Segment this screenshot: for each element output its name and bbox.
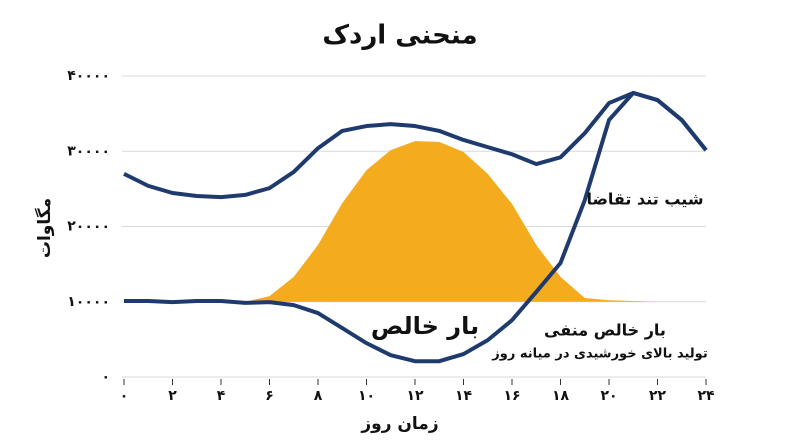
plot [123, 90, 708, 364]
x-axis-label: زمان روز [360, 414, 438, 434]
x-tick-label: ۱۸ [552, 388, 570, 404]
line [123, 90, 708, 200]
x-tick-label: ۰ [120, 388, 129, 404]
x-tick-label: ۲ [168, 388, 177, 404]
line [124, 90, 708, 364]
annotations: شیب تند تقاضا بار خالص بار خالص منفی تول… [371, 190, 708, 362]
x-tick-label: ۲۴ [697, 388, 715, 404]
y-axis-label: مگاوات [34, 198, 55, 258]
x-tick-label: ۸ [314, 388, 323, 404]
y-tick-label: ۰ [101, 369, 110, 385]
annotation: شیب تند تقاضا [586, 190, 703, 209]
area [245, 141, 706, 302]
y-tick-label: ۴۰۰۰۰ [67, 68, 110, 84]
y-tick-label: ۱۰۰۰۰ [67, 294, 110, 310]
x-tick-label: ۱۶ [503, 388, 520, 404]
x-tick-label: ۶ [265, 388, 274, 404]
x-tick-label: ۴ [217, 388, 226, 404]
x-tick-label: ۲۰ [600, 388, 617, 404]
x-tick-label: ۱۴ [455, 388, 473, 404]
chart-title: منحنی اردک [322, 21, 477, 51]
x-tick-label: ۱۰ [358, 388, 375, 404]
y-tick-label: ۳۰۰۰۰ [67, 143, 110, 159]
annotation: تولید بالای خورشیدی در میانه روز [491, 347, 707, 362]
y-tick-label: ۲۰۰۰۰ [67, 219, 110, 235]
x-tick-label: ۱۲ [406, 388, 424, 404]
series-label: بار خالص [371, 312, 479, 340]
annotation: بار خالص منفی [544, 321, 666, 340]
x-tick-label: ۲۲ [649, 388, 667, 404]
